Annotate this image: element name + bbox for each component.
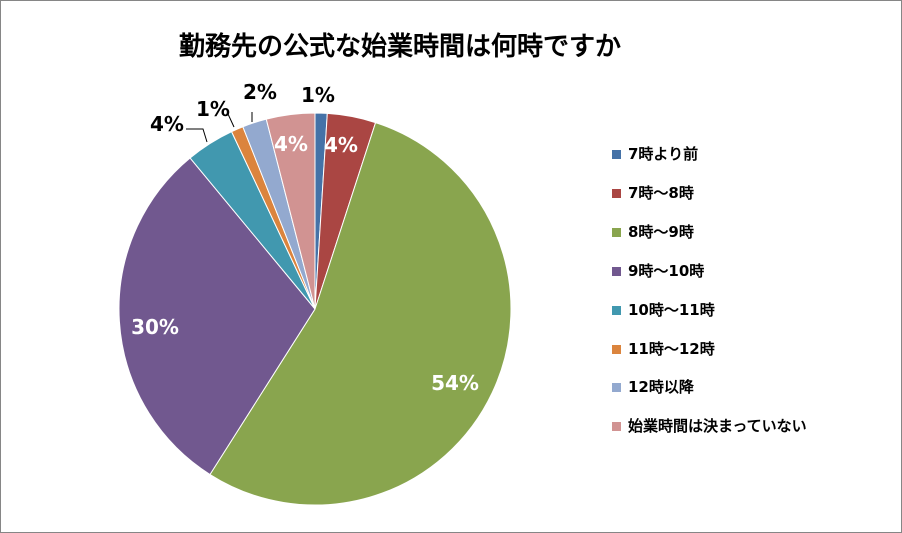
leader-line (227, 113, 235, 128)
leader-line (186, 128, 208, 143)
data-label: 2% (243, 80, 277, 104)
legend-label: 7時～8時 (628, 183, 694, 202)
legend-label: 始業時間は決まっていない (628, 417, 807, 436)
data-label: 4% (274, 132, 308, 156)
legend-label: 12時以降 (628, 378, 694, 397)
legend-label: 7時より前 (628, 145, 699, 163)
data-label: 4% (324, 133, 358, 157)
legend-label: 8時～9時 (628, 222, 694, 241)
legend-swatch (612, 383, 621, 393)
legend-swatch (612, 188, 621, 198)
data-label: 1% (301, 83, 335, 107)
legend-swatch (612, 266, 621, 276)
data-label: 54% (431, 371, 479, 395)
pie-slice (118, 157, 316, 476)
pie-slice (209, 121, 512, 506)
data-label: 30% (131, 315, 179, 339)
pie-slice (265, 112, 316, 310)
data-label: 4% (150, 112, 184, 136)
legend-swatch (612, 422, 621, 432)
data-label: 1% (196, 97, 230, 121)
legend-label: 11時～12時 (628, 339, 715, 358)
legend-label: 10時～11時 (628, 300, 715, 319)
legend-swatch (612, 227, 621, 237)
legend-swatch (612, 344, 621, 354)
legend-label: 9時～10時 (628, 261, 705, 280)
chart-title: 勤務先の公式な始業時間は何時ですか (178, 32, 621, 62)
legend-swatch (612, 305, 621, 315)
legend-swatch (612, 150, 621, 159)
